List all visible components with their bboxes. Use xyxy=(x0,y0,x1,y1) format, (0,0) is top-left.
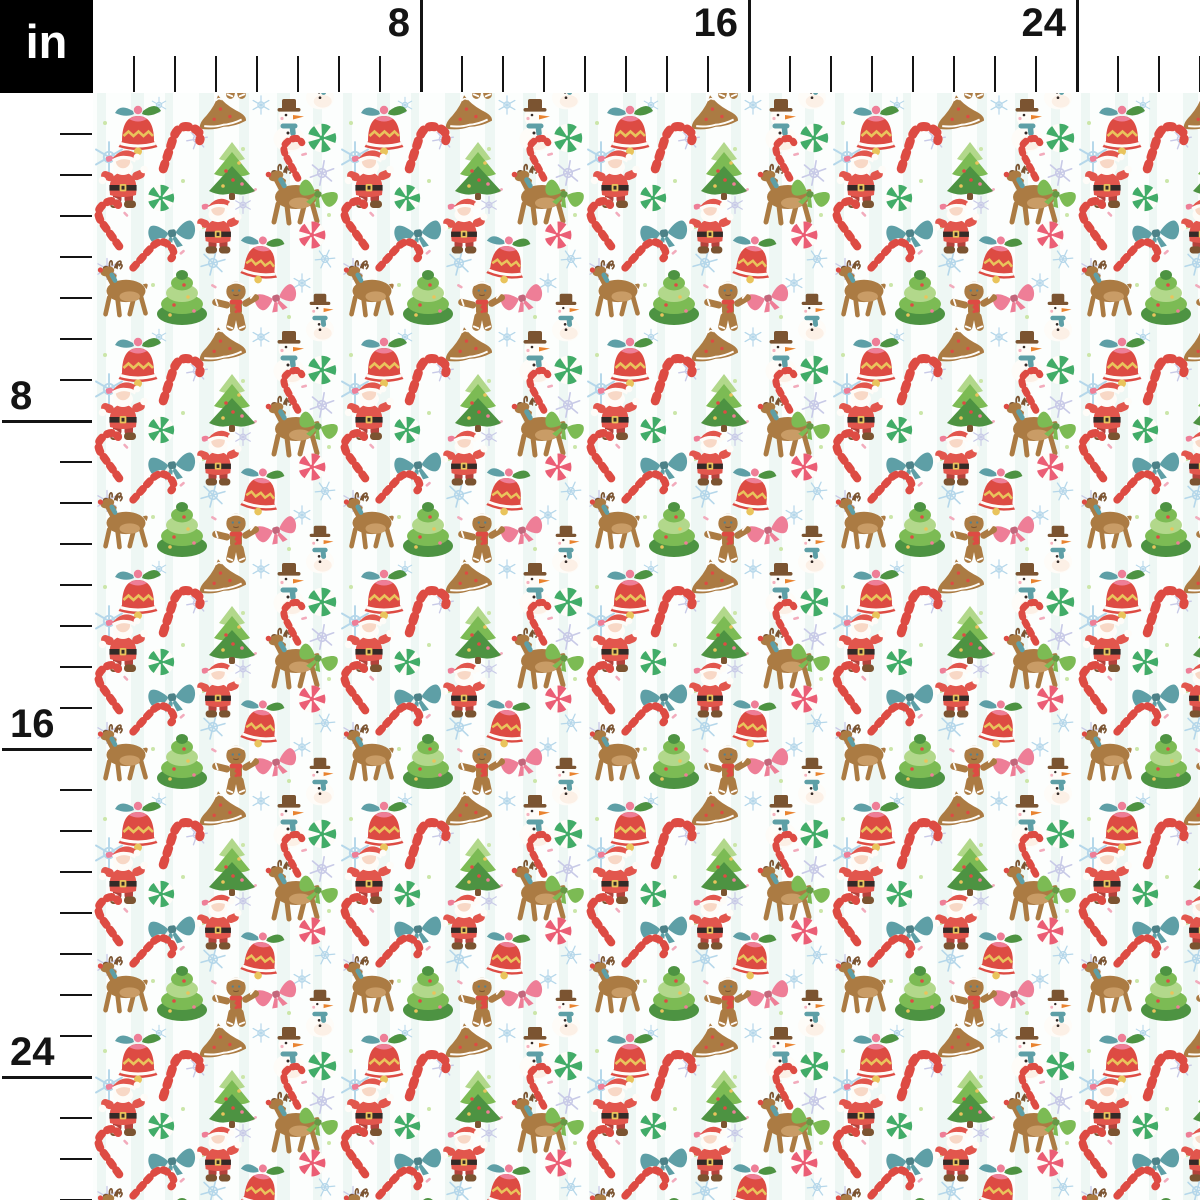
unit-label: in xyxy=(25,15,68,68)
unit-box: in xyxy=(0,0,93,93)
